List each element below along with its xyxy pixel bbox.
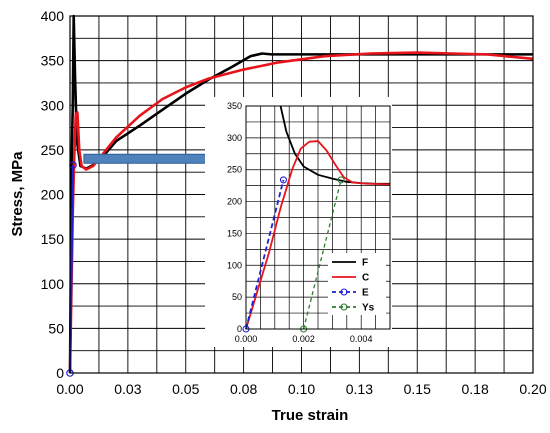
x-tick-label: 0.05 — [172, 381, 199, 397]
x-tick-label: 0.00 — [56, 381, 83, 397]
inset-series — [242, 105, 391, 333]
inset-y-tick-label: 350 — [227, 101, 242, 111]
inset-marker-Ys — [337, 176, 345, 184]
y-tick-label: 200 — [41, 187, 65, 203]
inset-series-C — [245, 140, 391, 330]
inset-y-tick-label: 200 — [227, 197, 242, 207]
legend-marker-E — [340, 288, 348, 296]
x-tick-label: 0.08 — [230, 381, 257, 397]
y-axis-label: Stress, MPa — [9, 151, 26, 237]
legend-label-Ys: Ys — [362, 303, 375, 314]
main-plot-frame — [69, 15, 534, 374]
legend-background — [328, 253, 386, 315]
inset-series-E — [245, 179, 285, 330]
inset-ticks: 0.000 0.002 0.004 0 50 100 150 200 250 300 350 — [227, 101, 372, 344]
inset-y-tick-label: 250 — [227, 165, 242, 175]
inset-marker-E — [279, 176, 287, 184]
y-tick-label: 350 — [41, 53, 65, 69]
y-tick-label: 150 — [41, 231, 65, 247]
x-tick-label: 0.03 — [114, 381, 141, 397]
inset-x-tick-label: 0.002 — [292, 334, 315, 344]
inset-series-Ys — [302, 179, 342, 330]
inset-axes — [245, 105, 391, 330]
x-tick-label: 0.13 — [346, 381, 373, 397]
y-tick-label: 100 — [41, 276, 65, 292]
inset-plot-frame — [245, 105, 391, 330]
inset-y-tick-label: 50 — [232, 292, 242, 302]
y-tick-label: 400 — [41, 8, 65, 24]
y-tick-label: 0 — [56, 365, 64, 381]
x-tick-label: 0.15 — [404, 381, 431, 397]
main-ticks: 0.00 0.03 0.05 0.08 0.10 0.13 0.15 0.18 0.20 0 50 1… — [41, 8, 547, 397]
main-series-C — [68, 51, 534, 374]
inset-x-tick-label: 0.004 — [350, 334, 373, 344]
inset-x-tick-label: 0.000 — [235, 334, 258, 344]
y-tick-label: 50 — [48, 320, 64, 336]
legend-label-C: C — [362, 273, 369, 284]
inset-y-tick-label: 150 — [227, 228, 242, 238]
main-axes — [69, 15, 534, 374]
y-tick-label: 250 — [41, 142, 65, 158]
x-tick-label: 0.20 — [519, 381, 546, 397]
x-axis-label: True strain — [272, 407, 349, 424]
inset-y-tick-label: 100 — [227, 260, 242, 270]
y-tick-label: 300 — [41, 97, 65, 113]
inset-legend: FCE Ys — [328, 253, 386, 315]
inset-y-tick-label: 300 — [227, 133, 242, 143]
inset-y-tick-label: 0 — [237, 324, 242, 334]
legend-label-E: E — [362, 288, 369, 299]
legend-label-F: F — [362, 258, 368, 269]
x-tick-label: 0.18 — [462, 381, 489, 397]
legend-marker-Ys — [340, 303, 348, 311]
inset-chart: 0.000 0.002 0.004 0 50 100 150 200 250 300 350 FCE… — [205, 97, 392, 347]
x-tick-label: 0.10 — [288, 381, 315, 397]
